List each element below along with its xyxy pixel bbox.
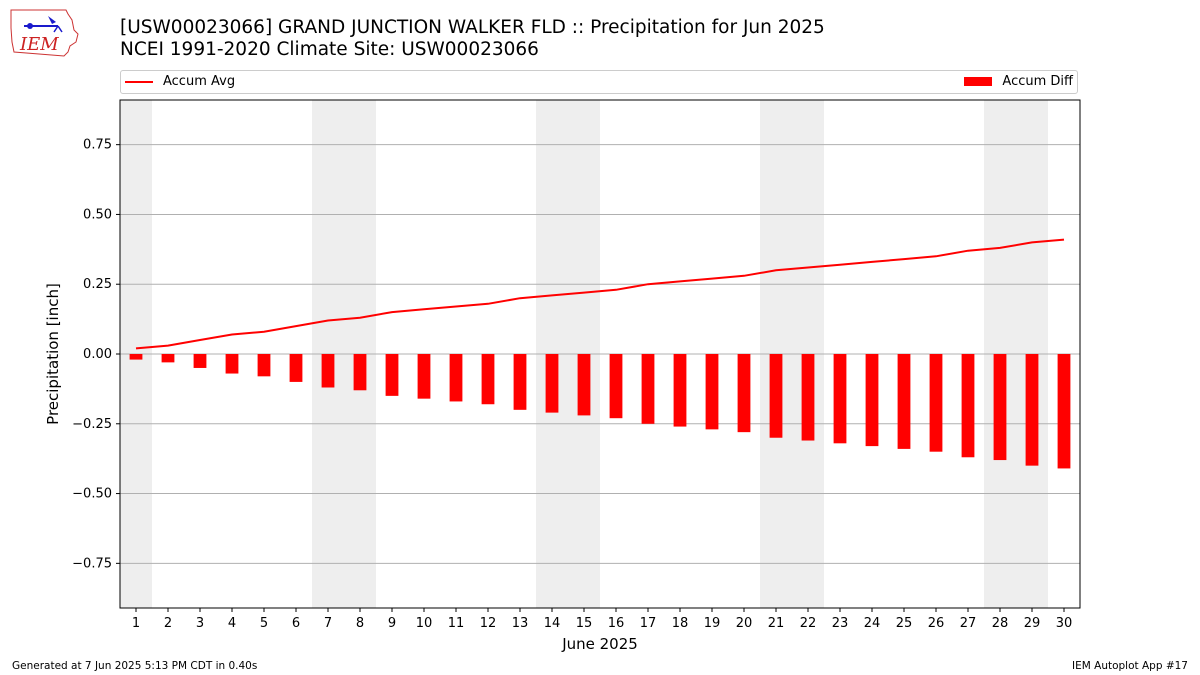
- x-tick-label: 1: [132, 616, 140, 631]
- x-tick-label: 25: [896, 616, 913, 631]
- x-tick-label: 24: [864, 616, 881, 631]
- accum-diff-bar: [993, 354, 1007, 461]
- accum-diff-bar: [609, 354, 623, 419]
- accum-diff-bar: [385, 354, 399, 396]
- x-tick-label: 2: [164, 616, 172, 631]
- iem-logo: IEM: [10, 9, 79, 57]
- accum-diff-bar: [513, 354, 527, 410]
- accum-diff-bar: [225, 354, 239, 374]
- y-tick-label: −0.25: [72, 417, 112, 432]
- accum-diff-bar: [641, 354, 655, 424]
- x-tick-label: 18: [672, 616, 689, 631]
- accum-avg-series-line: [135, 238, 1065, 350]
- accum-diff-bar: [289, 354, 303, 382]
- accum-diff-bar: [833, 354, 847, 444]
- y-axis-ticks: −0.75 −0.50 −0.25 0.00 0.25 0.50 0.75: [72, 138, 120, 571]
- accum-diff-bar: [769, 354, 783, 438]
- chart-title: [USW00023066] GRAND JUNCTION WALKER FLD …: [120, 17, 825, 38]
- accum-diff-bar: [129, 354, 143, 360]
- accum-diff-bar: [161, 354, 175, 363]
- accum-diff-bar: [673, 354, 687, 427]
- x-tick-label: 17: [640, 616, 657, 631]
- x-tick-label: 27: [960, 616, 977, 631]
- accum-diff-bar: [737, 354, 751, 433]
- chart-legend: Accum Avg Accum Diff: [120, 70, 1078, 94]
- legend-line-swatch: [125, 80, 153, 83]
- x-tick-label: 30: [1056, 616, 1073, 631]
- accum-diff-bar: [1057, 354, 1071, 469]
- accum-diff-bar: [705, 354, 719, 430]
- x-tick-label: 13: [512, 616, 529, 631]
- x-tick-label: 16: [608, 616, 625, 631]
- accum-diff-bars: [129, 354, 1071, 469]
- accum-diff-bar: [929, 354, 943, 452]
- x-tick-label: 5: [260, 616, 268, 631]
- accum-diff-bar: [865, 354, 879, 447]
- x-tick-label: 23: [832, 616, 849, 631]
- footer-generated-text: Generated at 7 Jun 2025 5:13 PM CDT in 0…: [12, 660, 258, 672]
- x-tick-label: 28: [992, 616, 1009, 631]
- accum-avg-line: [135, 238, 1065, 350]
- y-axis-label: Precipitation [inch]: [44, 283, 62, 425]
- x-tick-label: 26: [928, 616, 945, 631]
- accum-diff-bar: [1025, 354, 1039, 466]
- y-tick-label: −0.75: [72, 556, 112, 571]
- accum-diff-bar: [257, 354, 271, 377]
- accum-diff-bar: [481, 354, 495, 405]
- accum-diff-bar: [417, 354, 431, 399]
- y-tick-label: 0.00: [83, 347, 112, 362]
- x-tick-label: 6: [292, 616, 300, 631]
- x-tick-label: 20: [736, 616, 753, 631]
- y-tick-label: 0.75: [83, 138, 112, 153]
- accum-diff-bar: [897, 354, 911, 449]
- accum-diff-bar: [193, 354, 207, 368]
- accum-diff-bar: [801, 354, 815, 441]
- accum-diff-bar: [545, 354, 559, 413]
- footer-app-text: IEM Autoplot App #17: [1072, 660, 1188, 672]
- x-tick-label: 19: [704, 616, 721, 631]
- x-tick-label: 7: [324, 616, 332, 631]
- accum-diff-bar: [961, 354, 975, 458]
- y-tick-label: 0.25: [83, 277, 112, 292]
- y-tick-label: 0.50: [83, 207, 112, 222]
- legend-item-accum-avg: Accum Avg: [125, 74, 235, 90]
- svg-text:IEM: IEM: [19, 34, 59, 55]
- y-tick-label: −0.50: [72, 487, 112, 502]
- x-tick-label: 4: [228, 616, 236, 631]
- accum-diff-bar: [577, 354, 591, 416]
- x-tick-label: 3: [196, 616, 204, 631]
- weekend-shading: [120, 100, 1048, 608]
- legend-label-accum-avg: Accum Avg: [163, 74, 236, 89]
- x-tick-label: 12: [480, 616, 497, 631]
- legend-bar-swatch: [964, 77, 993, 86]
- x-tick-label: 9: [388, 616, 396, 631]
- x-tick-label: 21: [768, 616, 785, 631]
- legend-item-accum-diff: Accum Diff: [964, 74, 1073, 90]
- x-tick-label: 29: [1024, 616, 1041, 631]
- x-tick-label: 22: [800, 616, 817, 631]
- x-tick-label: 10: [416, 616, 433, 631]
- x-tick-label: 14: [544, 616, 561, 631]
- accum-diff-bar: [321, 354, 335, 388]
- accum-diff-bar: [353, 354, 367, 391]
- accum-diff-bar: [449, 354, 463, 402]
- x-axis-ticks: 1 2 3 4 5 6 7 8 9 10 11 12 13 14 15 16 17 18 19 20 21 22 23 24 2…: [132, 608, 1072, 631]
- gridlines: [120, 144, 1080, 564]
- x-tick-label: 8: [356, 616, 364, 631]
- chart-subtitle: NCEI 1991-2020 Climate Site: USW00023066: [120, 39, 539, 60]
- legend-label-accum-diff: Accum Diff: [1002, 74, 1073, 89]
- x-axis-label: June 2025: [561, 635, 638, 653]
- x-tick-label: 15: [576, 616, 593, 631]
- x-tick-label: 11: [448, 616, 465, 631]
